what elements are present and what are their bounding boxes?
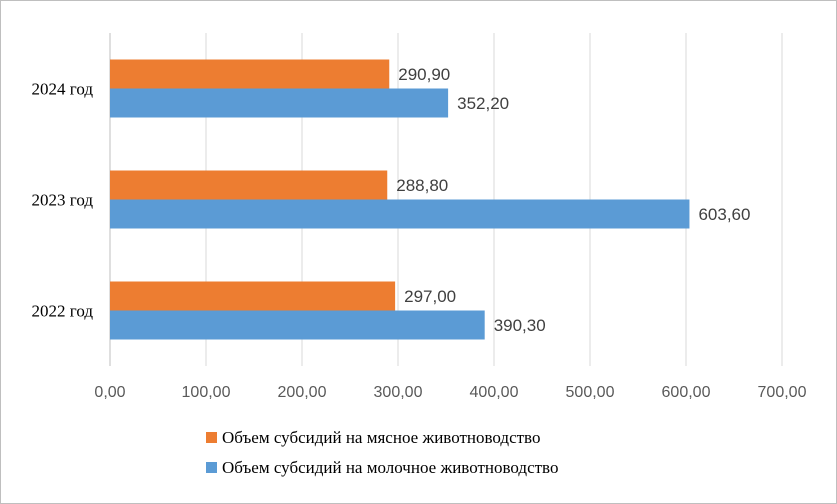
- x-tick-label: 200,00: [278, 384, 327, 401]
- bar: [110, 59, 390, 89]
- data-label: 390,30: [494, 316, 546, 335]
- x-tick-label: 400,00: [470, 384, 519, 401]
- x-tick-label: 500,00: [566, 384, 615, 401]
- legend-label: Объем субсидий на молочное животноводств…: [222, 458, 558, 477]
- category-label: 2024 год: [32, 80, 94, 99]
- bar: [110, 310, 485, 340]
- x-tick-label: 600,00: [662, 384, 711, 401]
- data-labels: 297,00 390,30 288,80 603,60 290,90 352,20: [396, 65, 750, 335]
- legend-label: Объем субсидий на мясное животноводство: [222, 428, 540, 447]
- data-label: 288,80: [396, 176, 448, 195]
- category-label: 2023 год: [32, 191, 94, 210]
- data-label: 297,00: [404, 287, 456, 306]
- data-label: 290,90: [398, 65, 450, 84]
- category-label: 2022 год: [32, 302, 94, 321]
- bar: [110, 281, 396, 311]
- x-tick-label: 0,00: [94, 384, 125, 401]
- legend-swatch: [206, 462, 217, 473]
- data-label: 352,20: [457, 94, 509, 113]
- bar: [110, 199, 690, 229]
- x-tick-label: 300,00: [374, 384, 423, 401]
- data-label: 603,60: [698, 205, 750, 224]
- legend-swatch: [206, 432, 217, 443]
- legend: Объем субсидий на мясное животноводство О…: [206, 428, 558, 477]
- bar: [110, 170, 388, 200]
- x-tick-label: 100,00: [182, 384, 231, 401]
- category-labels: 2022 год 2023 год 2024 год: [32, 80, 94, 321]
- x-tick-labels: 0,00 100,00 200,00 300,00 400,00 500,00 600,00…: [94, 384, 806, 401]
- bar: [110, 88, 449, 118]
- x-tick-label: 700,00: [758, 384, 807, 401]
- bars: [110, 59, 690, 340]
